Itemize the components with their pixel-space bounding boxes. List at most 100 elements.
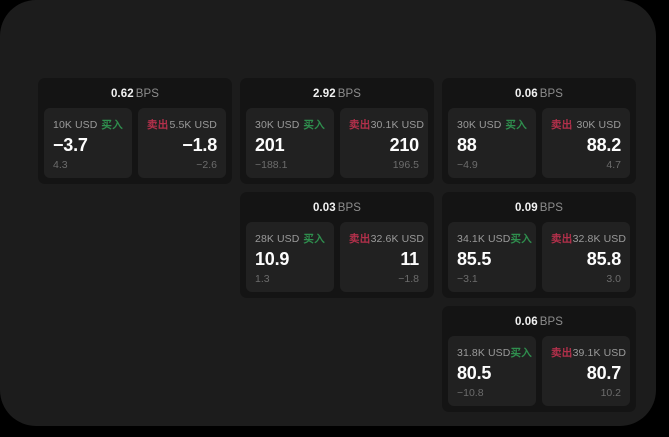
buy-delta-value: 1.3	[255, 272, 270, 285]
bps-value: 0.09	[514, 202, 538, 214]
bps-value: 2.92	[312, 88, 336, 100]
card-bps-header: 2.92 BPS	[246, 84, 428, 108]
quote-card[interactable]: 0.06 BPS 30K USD 买入 88 −4.9 卖出 30K USD 88.2 4.7	[442, 78, 636, 184]
quote-card[interactable]: 2.92 BPS 30K USD 买入 201 −188.1 卖出 30.1K USD 210 1…	[240, 78, 434, 184]
buy-quantity-label: 28K USD	[255, 233, 300, 245]
bps-value: 0.06	[514, 88, 538, 100]
sell-delta-value: 196.5	[392, 158, 419, 171]
quote-card[interactable]: 0.09 BPS 34.1K USD 买入 85.5 −3.1 卖出 32.8K USD 85.…	[442, 192, 636, 298]
buy-side-panel[interactable]: 31.8K USD 买入 80.5 −10.8	[448, 336, 536, 406]
bps-value: 0.62	[110, 88, 134, 100]
card-sides: 30K USD 买入 201 −188.1 卖出 30.1K USD 210 196.5	[246, 108, 428, 178]
sell-side-panel[interactable]: 卖出 30.1K USD 210 196.5	[340, 108, 428, 178]
buy-delta-value: −10.8	[457, 386, 484, 399]
quote-column: 0.06 BPS 30K USD 买入 88 −4.9 卖出 30K USD 88.2 4.7 0.…	[442, 78, 636, 412]
sell-tag: 卖出	[349, 119, 371, 131]
dashboard-panel: 0.62 BPS 10K USD 买入 −3.7 4.3 卖出 5.5K USD −1.8 −2.…	[0, 0, 656, 426]
side-top-row: 10K USD 买入	[53, 117, 123, 132]
sell-tag: 卖出	[551, 233, 573, 245]
sell-delta-value: 3.0	[606, 272, 621, 285]
sell-side-panel[interactable]: 卖出 39.1K USD 80.7 10.2	[542, 336, 630, 406]
buy-quantity-label: 10K USD	[53, 119, 98, 131]
sell-quantity-label: 5.5K USD	[169, 119, 217, 131]
buy-side-panel[interactable]: 34.1K USD 买入 85.5 −3.1	[448, 222, 536, 292]
side-top-row: 卖出 39.1K USD	[551, 345, 626, 360]
bps-unit-label: BPS	[539, 202, 564, 214]
buy-delta-value: −3.1	[457, 272, 478, 285]
sell-quantity-label: 32.8K USD	[572, 233, 627, 245]
bps-unit-label: BPS	[337, 202, 362, 214]
buy-side-panel[interactable]: 30K USD 买入 88 −4.9	[448, 108, 536, 178]
buy-tag: 买入	[510, 347, 533, 359]
card-sides: 31.8K USD 买入 80.5 −10.8 卖出 39.1K USD 80.7 10.2	[448, 336, 630, 406]
sell-tag: 卖出	[551, 119, 573, 131]
bps-unit-label: BPS	[539, 88, 564, 100]
buy-side-panel[interactable]: 10K USD 买入 −3.7 4.3	[44, 108, 132, 178]
side-top-row: 卖出 32.6K USD	[349, 231, 424, 246]
side-top-row: 30K USD 买入	[457, 117, 527, 132]
side-top-row: 31.8K USD 买入	[457, 345, 532, 360]
side-top-row: 30K USD 买入	[255, 117, 325, 132]
buy-quantity-label: 30K USD	[457, 119, 502, 131]
sell-price-value: 88.2	[586, 134, 621, 155]
sell-side-panel[interactable]: 卖出 30K USD 88.2 4.7	[542, 108, 630, 178]
buy-delta-value: −188.1	[255, 158, 288, 171]
card-sides: 30K USD 买入 88 −4.9 卖出 30K USD 88.2 4.7	[448, 108, 630, 178]
quote-card[interactable]: 0.62 BPS 10K USD 买入 −3.7 4.3 卖出 5.5K USD −1.8 −2.…	[38, 78, 232, 184]
sell-delta-value: 10.2	[600, 386, 621, 399]
sell-tag: 卖出	[147, 119, 169, 131]
sell-delta-value: −2.6	[196, 158, 217, 171]
sell-price-value: 210	[389, 134, 420, 155]
bps-value: 0.03	[312, 202, 336, 214]
sell-delta-value: −1.8	[398, 272, 419, 285]
card-sides: 34.1K USD 买入 85.5 −3.1 卖出 32.8K USD 85.8 3.0	[448, 222, 630, 292]
buy-tag: 买入	[510, 233, 533, 245]
buy-delta-value: −4.9	[457, 158, 478, 171]
buy-tag: 买入	[505, 119, 527, 131]
buy-quantity-label: 31.8K USD	[457, 347, 511, 359]
buy-quantity-label: 30K USD	[255, 119, 300, 131]
quote-column: 0.62 BPS 10K USD 买入 −3.7 4.3 卖出 5.5K USD −1.8 −2.…	[38, 78, 232, 184]
buy-tag: 买入	[101, 119, 123, 131]
buy-price-value: 85.5	[457, 248, 492, 269]
side-top-row: 卖出 5.5K USD	[147, 117, 217, 132]
buy-side-panel[interactable]: 30K USD 买入 201 −188.1	[246, 108, 334, 178]
bps-value: 0.06	[514, 316, 538, 328]
sell-delta-value: 4.7	[606, 158, 621, 171]
buy-price-value: −3.7	[53, 134, 88, 155]
sell-side-panel[interactable]: 卖出 32.6K USD 11 −1.8	[340, 222, 428, 292]
card-bps-header: 0.62 BPS	[44, 84, 226, 108]
sell-tag: 卖出	[551, 347, 573, 359]
card-sides: 10K USD 买入 −3.7 4.3 卖出 5.5K USD −1.8 −2.6	[44, 108, 226, 178]
quote-card-grid: 0.62 BPS 10K USD 买入 −3.7 4.3 卖出 5.5K USD −1.8 −2.…	[38, 78, 636, 412]
quote-card[interactable]: 0.06 BPS 31.8K USD 买入 80.5 −10.8 卖出 39.1K USD 80…	[442, 306, 636, 412]
side-top-row: 卖出 30K USD	[551, 117, 621, 132]
quote-column: 2.92 BPS 30K USD 买入 201 −188.1 卖出 30.1K USD 210 1…	[240, 78, 434, 298]
buy-tag: 买入	[303, 119, 325, 131]
sell-price-value: 11	[400, 248, 419, 269]
sell-tag: 卖出	[349, 233, 371, 245]
bps-unit-label: BPS	[337, 88, 362, 100]
card-bps-header: 0.06 BPS	[448, 312, 630, 336]
buy-side-panel[interactable]: 28K USD 买入 10.9 1.3	[246, 222, 334, 292]
card-bps-header: 0.06 BPS	[448, 84, 630, 108]
sell-quantity-label: 30.1K USD	[370, 119, 425, 131]
sell-side-panel[interactable]: 卖出 5.5K USD −1.8 −2.6	[138, 108, 226, 178]
buy-delta-value: 4.3	[53, 158, 68, 171]
bps-unit-label: BPS	[135, 88, 160, 100]
buy-tag: 买入	[303, 233, 325, 245]
buy-price-value: 88	[457, 134, 477, 155]
sell-price-value: 80.7	[586, 362, 621, 383]
side-top-row: 卖出 32.8K USD	[551, 231, 626, 246]
buy-price-value: 10.9	[255, 248, 290, 269]
card-bps-header: 0.09 BPS	[448, 198, 630, 222]
sell-quantity-label: 32.6K USD	[370, 233, 425, 245]
buy-price-value: 201	[255, 134, 285, 155]
sell-quantity-label: 39.1K USD	[572, 347, 627, 359]
card-bps-header: 0.03 BPS	[246, 198, 428, 222]
sell-side-panel[interactable]: 卖出 32.8K USD 85.8 3.0	[542, 222, 630, 292]
buy-price-value: 80.5	[457, 362, 492, 383]
side-top-row: 卖出 30.1K USD	[349, 117, 424, 132]
sell-quantity-label: 30K USD	[576, 119, 621, 131]
quote-card[interactable]: 0.03 BPS 28K USD 买入 10.9 1.3 卖出 32.6K USD 11 −1.8	[240, 192, 434, 298]
